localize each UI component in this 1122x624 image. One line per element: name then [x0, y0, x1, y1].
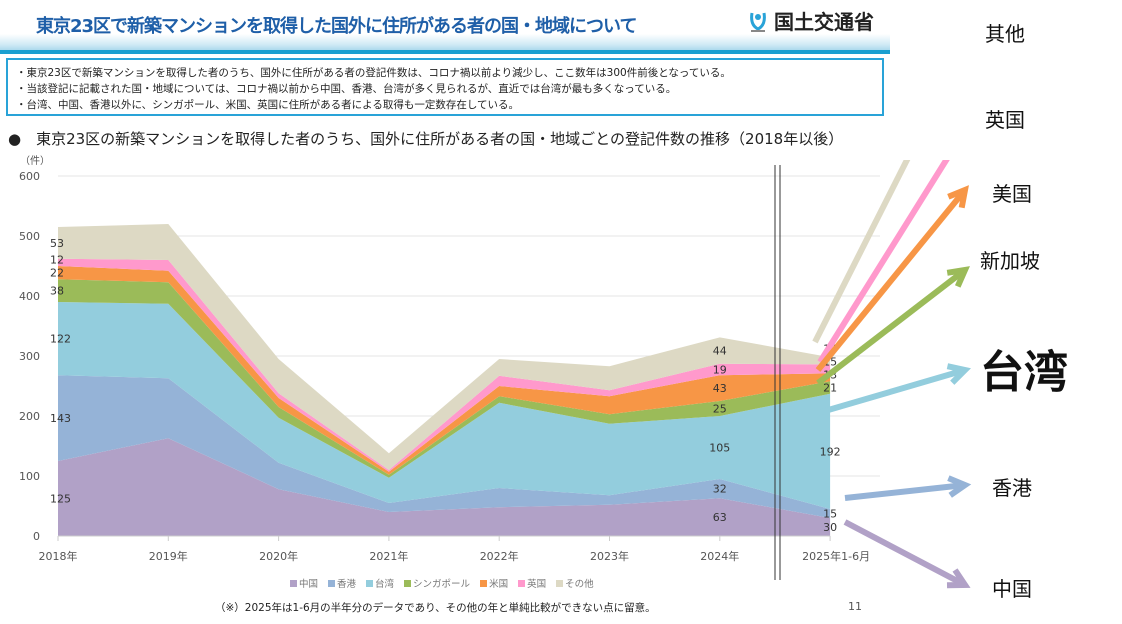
data-label: 43: [713, 382, 727, 395]
annotation-label: 美国: [992, 182, 1032, 206]
chart-subtitle: ● 東京23区の新築マンションを取得した者のうち、国外に住所がある者の国・地域ご…: [8, 130, 844, 148]
annotation-label: 中国: [992, 577, 1032, 601]
annotation-label: 新加坡: [980, 249, 1040, 273]
data-label: 21: [823, 382, 837, 395]
y-tick-label: 400: [19, 290, 40, 303]
y-tick-label: 600: [19, 170, 40, 183]
data-label: 122: [50, 333, 71, 346]
data-label: 22: [50, 267, 64, 280]
annotation-arrow-4: [817, 367, 966, 416]
arrow-head-icon: [946, 266, 970, 288]
annotation-arrow-3: [816, 267, 967, 386]
arrow-head-icon: [947, 475, 972, 498]
legend-item: その他: [556, 576, 594, 590]
area-4: [58, 266, 831, 475]
annotation-label: 其他: [985, 22, 1025, 46]
data-label: 30: [823, 521, 837, 534]
annotation-arrow-6: [843, 519, 967, 588]
legend-swatch: [518, 580, 526, 587]
legend: 中国 香港 台湾 シンガポール 米国 英国 その他: [290, 576, 594, 590]
data-label: 12: [50, 254, 64, 267]
header-band: [0, 34, 890, 52]
arrow-head-icon: [946, 363, 972, 385]
area-6: [58, 224, 831, 470]
summary-line: ・台湾、中国、香港以外に、シンガポール、米国、英国に住所がある者による取得も一定…: [16, 99, 520, 111]
legend-item: 英国: [518, 576, 546, 590]
x-tick-label: 2020年: [259, 549, 298, 563]
x-tick-label: 2024年: [700, 549, 739, 563]
x-tick-label: 2025年1-6月: [802, 549, 870, 563]
annotation-arrow-1: [817, 160, 950, 364]
y-tick-label: 500: [19, 230, 40, 243]
y-tick-label: 200: [19, 410, 40, 423]
annotation-arrow-5: [844, 482, 966, 501]
legend-swatch: [404, 580, 412, 587]
mlit-emblem-icon: [750, 12, 766, 32]
data-label: 63: [713, 511, 727, 524]
y-axis-unit: （件）: [20, 156, 50, 167]
summary-line: ・当該登記に記載された国・地域については、コロナ禍以前から中国、香港、台湾が多く…: [16, 83, 677, 95]
annotation-arrow-2: [815, 188, 968, 372]
annotation-label: 香港: [992, 476, 1032, 500]
annotation-label: 台湾: [980, 347, 1068, 398]
data-label: 19: [713, 364, 727, 377]
legend-item: 台湾: [366, 576, 394, 590]
data-label: 44: [713, 345, 727, 358]
x-tick-label: 2023年: [590, 549, 629, 563]
data-label: 32: [713, 483, 727, 496]
summary-box: ・東京23区で新築マンションを取得した者のうち、国外に住所がある者の登記件数は、…: [6, 58, 884, 116]
area-3: [58, 279, 831, 478]
legend-swatch: [366, 580, 374, 587]
annotation-label: 英国: [985, 108, 1025, 132]
logo-text: 国土交通省: [774, 10, 874, 34]
y-tick-label: 100: [19, 470, 40, 483]
legend-label: シンガポール: [413, 579, 471, 590]
arrow-head-icon: [947, 185, 969, 209]
data-label: 192: [820, 445, 841, 458]
legend-swatch: [328, 580, 336, 587]
legend-label: 米国: [489, 579, 509, 590]
data-label: 38: [50, 285, 64, 298]
legend-item: 香港: [328, 576, 356, 590]
page-number: 11: [848, 600, 862, 613]
legend-swatch: [480, 580, 488, 587]
mlit-logo: 国土交通省: [748, 6, 874, 35]
area-0: [58, 438, 831, 536]
summary-line: ・東京23区で新築マンションを取得した者のうち、国外に住所がある者の登記件数は、…: [16, 67, 731, 79]
legend-label: 香港: [337, 579, 357, 590]
y-tick-label: 300: [19, 350, 40, 363]
x-tick-label: 2019年: [149, 549, 188, 563]
area-1: [58, 375, 831, 518]
header-rule: [0, 50, 890, 54]
data-label: 53: [50, 237, 64, 250]
footnote: （※）2025年は1-6月の半年分のデータであり、その他の年と単純比較ができない…: [215, 602, 656, 614]
legend-item: 米国: [480, 576, 508, 590]
annotation-arrow-0: [812, 160, 911, 344]
page-title: 東京23区で新築マンションを取得した国外に住所がある者の国・地域について: [36, 16, 638, 37]
area-2: [58, 302, 831, 509]
legend-swatch: [556, 580, 564, 587]
legend-swatch: [290, 580, 297, 587]
legend-label: 台湾: [375, 579, 395, 590]
data-label: 143: [50, 412, 71, 425]
legend-label: 英国: [527, 579, 547, 590]
x-tick-label: 2021年: [369, 549, 408, 563]
data-label: 105: [709, 442, 730, 455]
x-tick-label: 2018年: [39, 549, 78, 563]
legend-item: シンガポール: [404, 576, 470, 590]
legend-label: その他: [565, 579, 594, 590]
stacked-area-chart: 0 100 200 300 400 500 600 2018年 2019年 2020年 2021年 2…: [19, 160, 972, 589]
data-label: 125: [50, 493, 71, 506]
legend-label: 中国: [299, 579, 319, 590]
data-label: 25: [713, 403, 727, 416]
y-tick-label: 0: [33, 530, 40, 543]
x-tick-label: 2022年: [480, 549, 519, 563]
legend-item: 中国: [290, 576, 318, 590]
arrow-head-icon: [946, 568, 971, 589]
data-label: 15: [823, 508, 837, 521]
